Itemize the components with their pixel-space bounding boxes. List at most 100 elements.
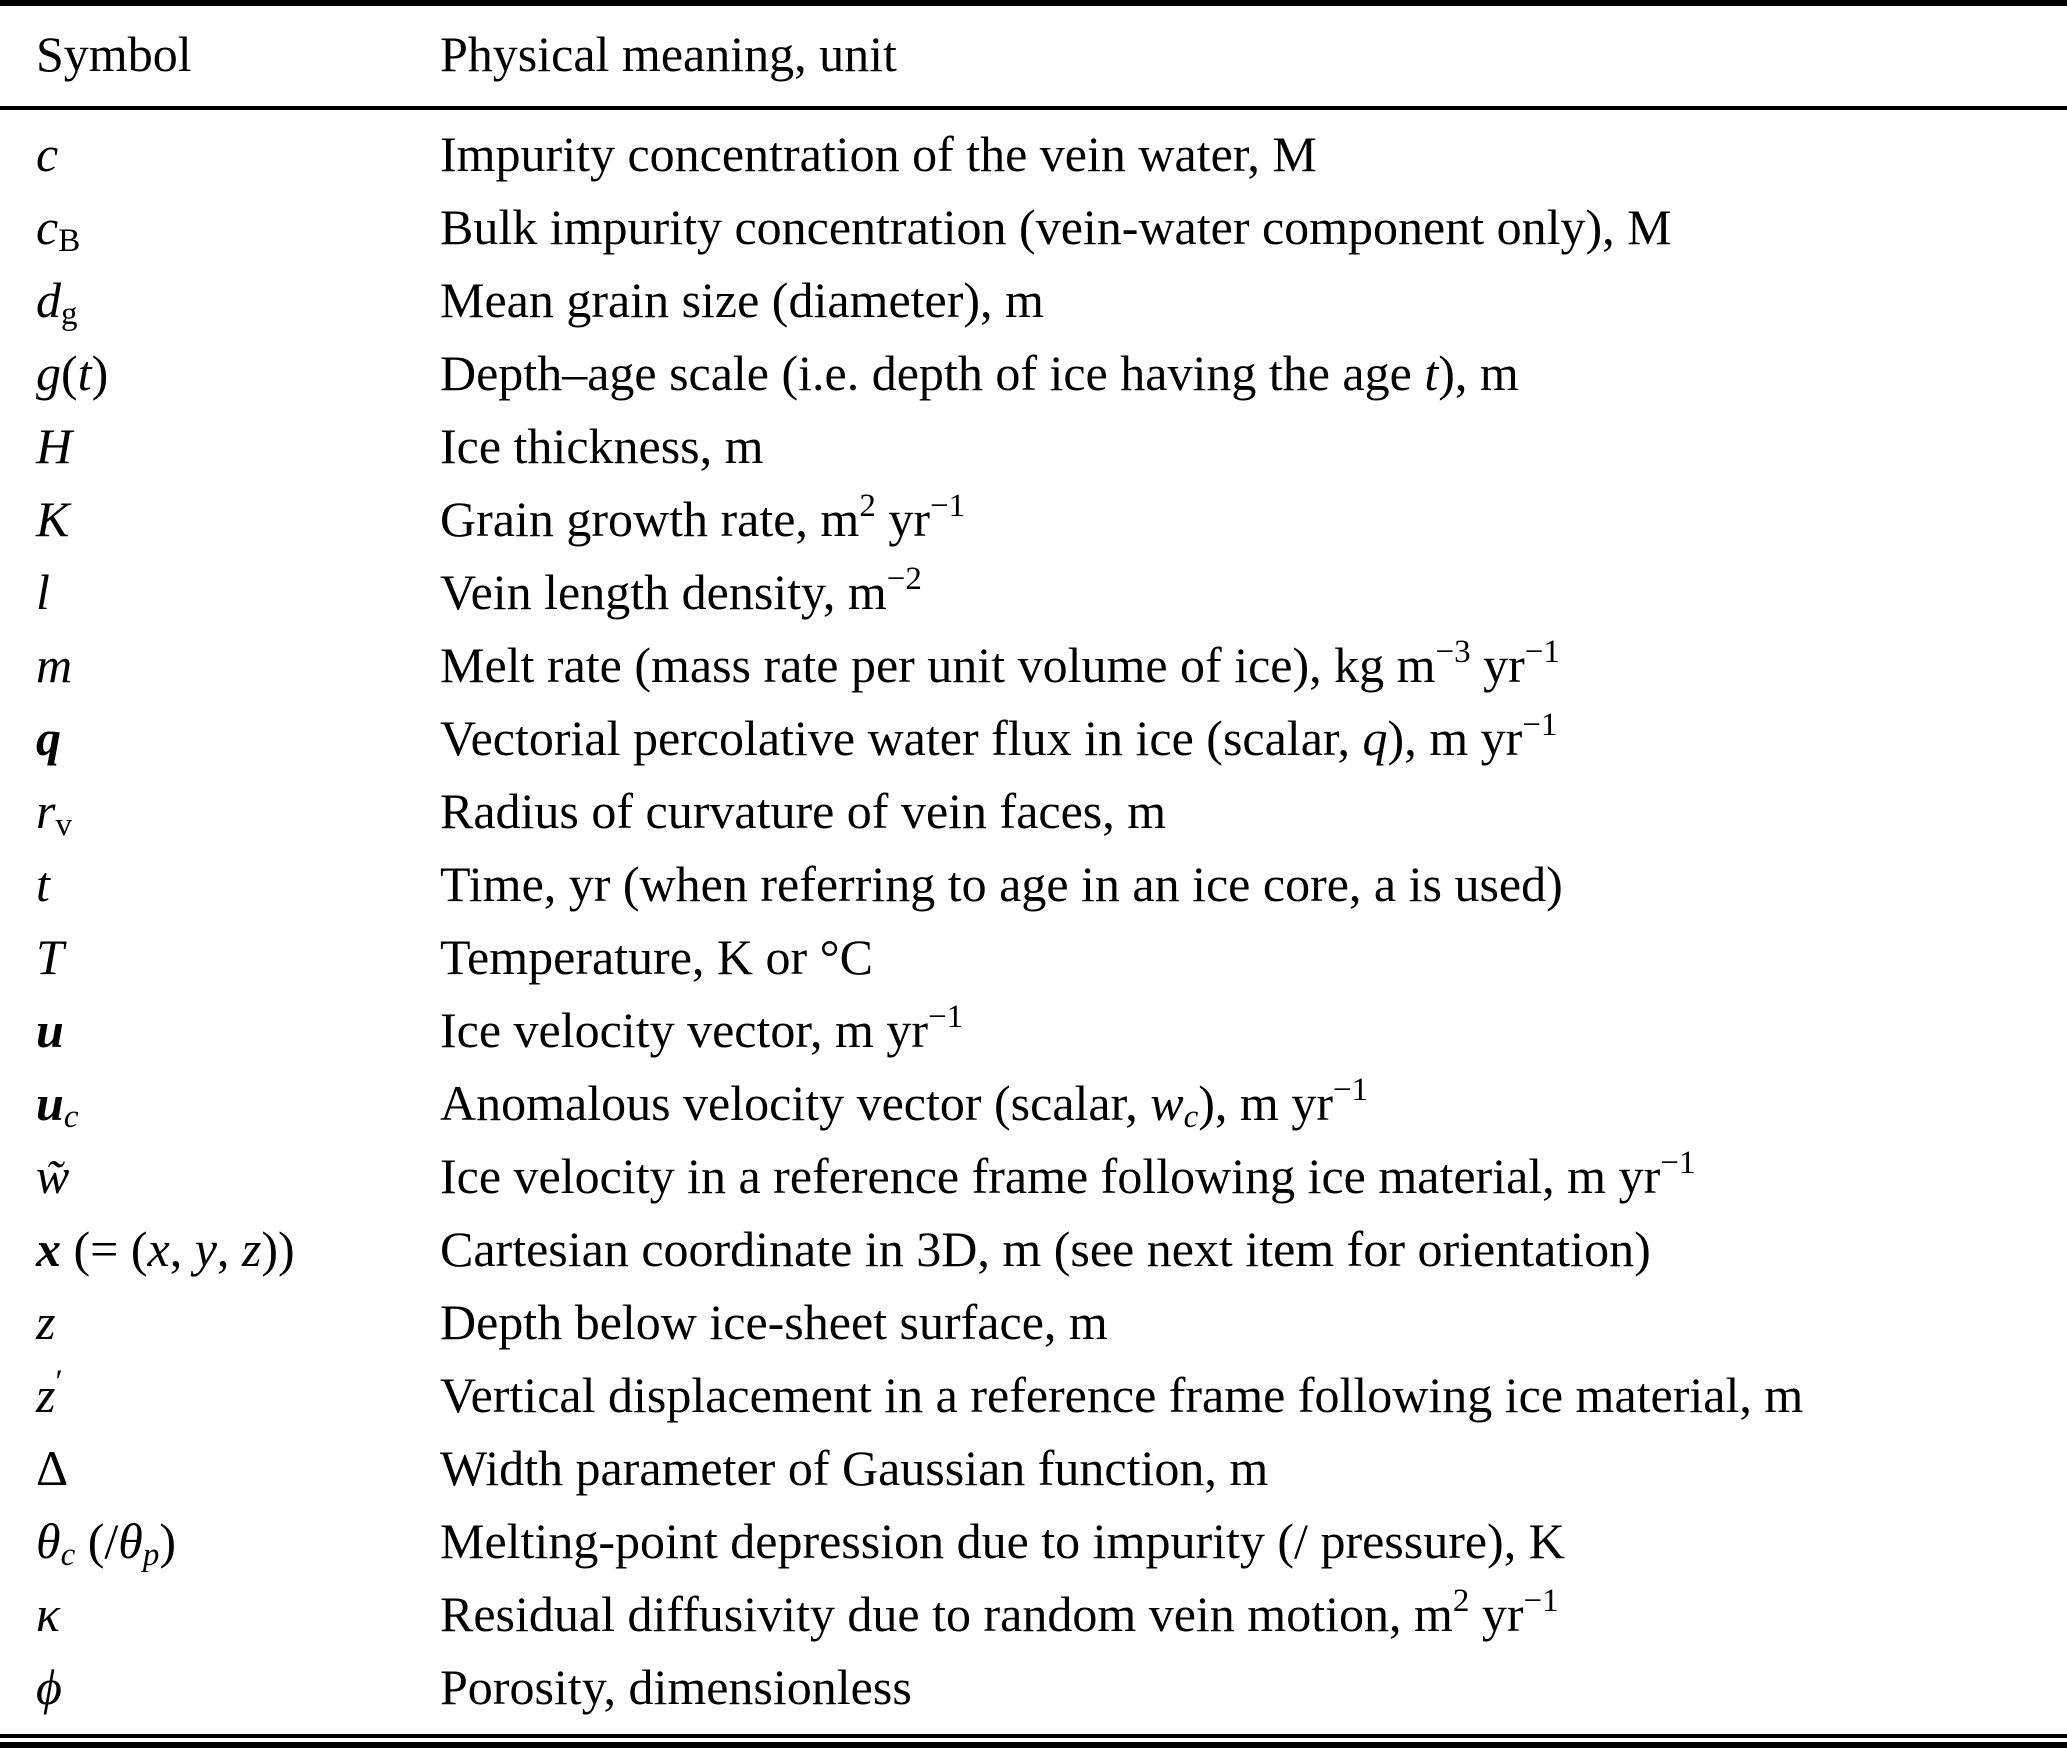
header-separator-rule — [0, 106, 2067, 110]
text-segment: Melt rate (mass rate per unit volume of … — [440, 637, 1436, 693]
text-segment: p — [142, 1537, 160, 1574]
table-row: w̃ Ice velocity in a reference frame foll… — [0, 1140, 2067, 1213]
text-segment: u — [36, 1075, 64, 1131]
text-segment: , — [216, 1221, 242, 1277]
text-segment: Radius of curvature of vein faces, m — [440, 783, 1167, 839]
table-header-row: Symbol Physical meaning, unit — [0, 18, 2067, 90]
text-segment: Depth–age scale (i.e. depth of ice havin… — [440, 345, 1425, 401]
meaning-cell: Ice velocity vector, m yr−1 — [440, 994, 2067, 1067]
text-segment: Ice thickness, m — [440, 418, 764, 474]
meaning-cell: Vein length density, m−2 — [440, 556, 2067, 629]
symbol-cell: m — [0, 629, 440, 702]
table-row: m Melt rate (mass rate per unit volume of… — [0, 629, 2067, 702]
symbol-cell: l — [0, 556, 440, 629]
text-segment: −1 — [1332, 1071, 1369, 1108]
table-row: g(t) Depth–age scale (i.e. depth of ice h… — [0, 337, 2067, 410]
symbol-cell: K — [0, 483, 440, 556]
text-segment: Width parameter of Gaussian function, m — [440, 1440, 1269, 1496]
symbol-cell: cB — [0, 191, 440, 264]
table-row: u Ice velocity vector, m yr−1 — [0, 994, 2067, 1067]
text-segment: c — [36, 199, 59, 255]
meaning-cell: Cartesian coordinate in 3D, m (see next … — [440, 1213, 2067, 1286]
text-segment: B — [58, 223, 81, 260]
table-row: K Grain growth rate, m2 yr−1 — [0, 483, 2067, 556]
text-segment: v — [55, 807, 72, 844]
text-segment: ϕ — [36, 1659, 62, 1715]
text-segment: q — [1362, 710, 1388, 766]
text-segment: w̃ — [36, 1148, 70, 1204]
symbol-cell: κ — [0, 1578, 440, 1651]
table-row: ϕ Porosity, dimensionless — [0, 1651, 2067, 1724]
text-segment: −2 — [886, 560, 922, 597]
text-segment: Residual diffusivity due to random vein … — [440, 1586, 1453, 1642]
text-segment: ′ — [55, 1363, 63, 1400]
text-segment: Melting-point depression due to impurity… — [440, 1513, 1565, 1569]
column-header-meaning: Physical meaning, unit — [440, 26, 897, 82]
table-row: uc Anomalous velocity vector (scalar, wc)… — [0, 1067, 2067, 1140]
text-segment: yr — [875, 491, 930, 547]
text-segment: κ — [36, 1586, 60, 1642]
text-segment: (= ( — [61, 1221, 148, 1277]
symbol-cell: θc (/θp) — [0, 1505, 440, 1578]
text-segment: Bulk impurity concentration (vein-water … — [440, 199, 1672, 255]
symbol-cell: c — [0, 118, 440, 191]
text-segment: Vectorial percolative water flux in ice … — [440, 710, 1363, 766]
meaning-cell: Porosity, dimensionless — [440, 1651, 2067, 1724]
symbol-cell: Δ — [0, 1432, 440, 1505]
meaning-cell: Time, yr (when referring to age in an ic… — [440, 848, 2067, 921]
table-row: x (= (x, y, z)) Cartesian coordinate in 3… — [0, 1213, 2067, 1286]
text-segment: Cartesian coordinate in 3D, m (see next … — [440, 1221, 1651, 1277]
text-segment: −3 — [1435, 633, 1471, 670]
text-segment: x — [147, 1221, 170, 1277]
text-segment: −1 — [1524, 633, 1560, 670]
text-segment: Grain growth rate, m — [440, 491, 860, 547]
symbol-cell: q — [0, 702, 440, 775]
table-row: Δ Width parameter of Gaussian function, m — [0, 1432, 2067, 1505]
meaning-cell: Impurity concentration of the vein water… — [440, 118, 2067, 191]
meaning-cell: Residual diffusivity due to random vein … — [440, 1578, 2067, 1651]
table-row: c Impurity concentration of the vein wate… — [0, 118, 2067, 191]
symbol-cell: H — [0, 410, 440, 483]
meaning-cell: Radius of curvature of vein faces, m — [440, 775, 2067, 848]
text-segment: T — [36, 929, 64, 985]
text-segment: Mean grain size (diameter), m — [440, 272, 1044, 328]
text-segment: z — [36, 1294, 56, 1350]
table-row: z Depth below ice-sheet surface, m — [0, 1286, 2067, 1359]
text-segment: yr — [1470, 637, 1525, 693]
text-segment: yr — [1469, 1586, 1524, 1642]
text-segment: )) — [261, 1221, 295, 1277]
text-segment: m — [36, 637, 73, 693]
text-segment: z — [36, 1367, 56, 1423]
text-segment: Temperature, K or °C — [440, 929, 874, 985]
meaning-cell: Melting-point depression due to impurity… — [440, 1505, 2067, 1578]
text-segment: Δ — [36, 1440, 69, 1496]
column-header-symbol: Symbol — [36, 26, 192, 82]
symbol-cell: uc — [0, 1067, 440, 1140]
text-segment: ), m yr — [1387, 710, 1523, 766]
text-segment: c — [1183, 1099, 1199, 1136]
text-segment: u — [36, 1002, 64, 1058]
meaning-cell: Depth–age scale (i.e. depth of ice havin… — [440, 337, 2067, 410]
text-segment: t — [77, 345, 92, 401]
text-segment: c — [36, 126, 59, 182]
text-segment: 2 — [1452, 1582, 1470, 1619]
meaning-cell: Depth below ice-sheet surface, m — [440, 1286, 2067, 1359]
symbol-cell: ϕ — [0, 1651, 440, 1724]
meaning-cell: Grain growth rate, m2 yr−1 — [440, 483, 2067, 556]
text-segment: Ice velocity vector, m yr — [440, 1002, 929, 1058]
table-row: T Temperature, K or °C — [0, 921, 2067, 994]
table-row: z′ Vertical displacement in a reference f… — [0, 1359, 2067, 1432]
text-segment: c — [63, 1099, 79, 1136]
symbol-cell: z — [0, 1286, 440, 1359]
symbol-cell: w̃ — [0, 1140, 440, 1213]
text-segment: q — [36, 710, 61, 766]
meaning-cell: Ice thickness, m — [440, 410, 2067, 483]
table-row: H Ice thickness, m — [0, 410, 2067, 483]
meaning-cell: Ice velocity in a reference frame follow… — [440, 1140, 2067, 1213]
symbol-cell: dg — [0, 264, 440, 337]
meaning-cell: Bulk impurity concentration (vein-water … — [440, 191, 2067, 264]
text-segment: −1 — [1660, 1144, 1696, 1181]
table-row: q Vectorial percolative water flux in ice… — [0, 702, 2067, 775]
table-row: κ Residual diffusivity due to random vein… — [0, 1578, 2067, 1651]
